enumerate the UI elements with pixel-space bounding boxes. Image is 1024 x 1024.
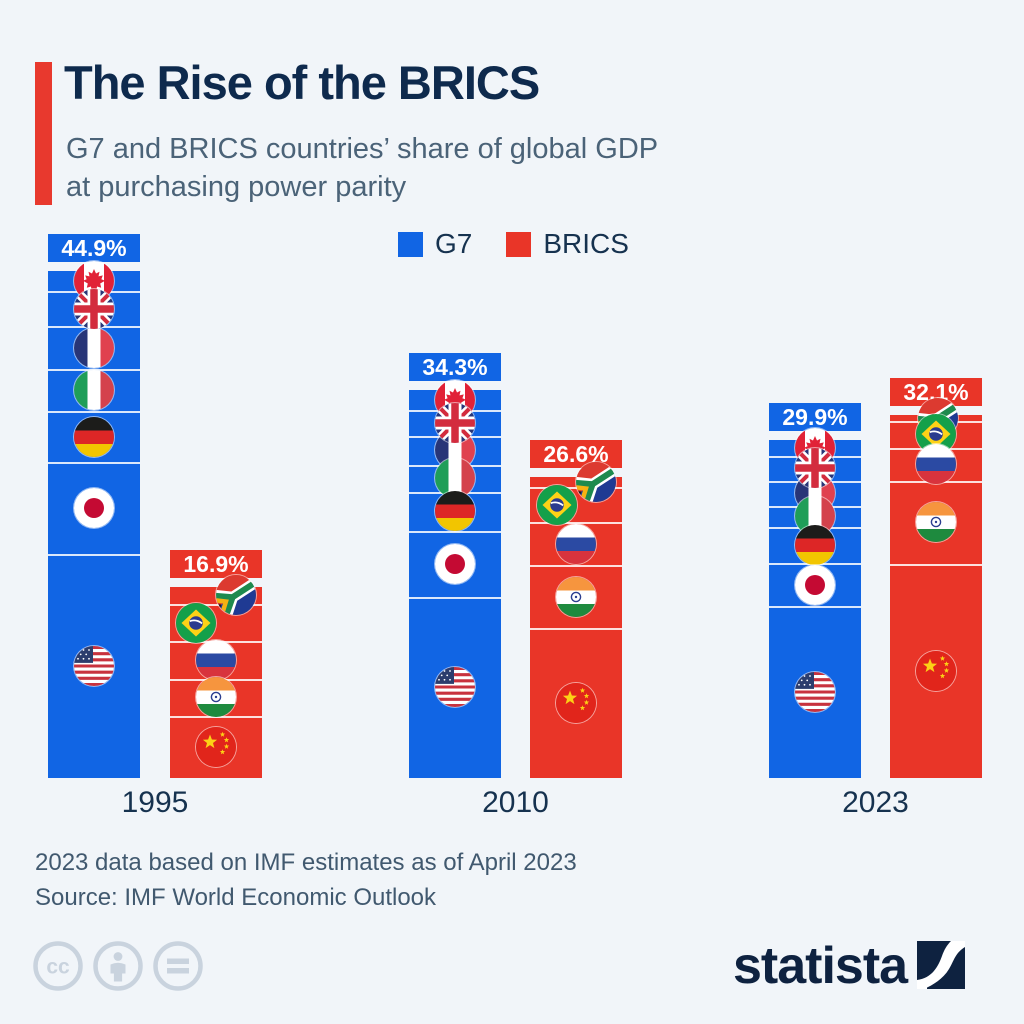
flag-germany-icon	[74, 417, 114, 457]
legend-label-brics: BRICS	[543, 228, 629, 259]
segment-divider	[48, 411, 140, 413]
flag-japan-icon	[795, 565, 835, 605]
flag-japan-icon	[74, 488, 114, 528]
segment-divider	[409, 531, 501, 533]
segment-divider	[530, 628, 622, 630]
flag-russia-icon	[916, 444, 956, 484]
svg-text:cc: cc	[46, 956, 70, 979]
flag-brazil-icon	[537, 485, 577, 525]
flag-russia-icon	[556, 524, 596, 564]
footnote-estimates: 2023 data based on IMF estimates as of A…	[35, 849, 577, 876]
flag-uk-icon	[74, 289, 114, 329]
segment-divider	[48, 462, 140, 464]
equal-icon	[152, 940, 204, 997]
flag-us-icon	[435, 667, 475, 707]
title-accent-bar	[35, 62, 52, 205]
legend-item-brics: BRICS	[506, 228, 629, 260]
page-title: The Rise of the BRICS	[64, 56, 540, 109]
subtitle-line-2: at purchasing power parity	[66, 171, 407, 203]
statista-logo-mark	[917, 941, 966, 994]
segment-divider	[48, 554, 140, 556]
flag-russia-icon	[196, 640, 236, 680]
legend-item-g7: G7	[398, 228, 472, 260]
flag-germany-icon	[795, 525, 835, 565]
value-label-g7-2023: 29.9%	[769, 403, 861, 431]
segment-divider	[409, 597, 501, 599]
flag-uk-icon	[795, 448, 835, 488]
flag-germany-icon	[435, 491, 475, 531]
value-label-brics-2010: 26.6%	[530, 440, 622, 468]
branding: statista	[733, 937, 966, 995]
flag-france-icon	[74, 328, 114, 368]
bar-brics-1995	[170, 575, 262, 778]
footnote-source: Source: IMF World Economic Outlook	[35, 884, 437, 911]
flag-brazil-icon	[176, 603, 216, 643]
segment-divider	[769, 606, 861, 608]
year-label-2010: 2010	[482, 786, 549, 819]
segment-divider	[530, 565, 622, 567]
flag-italy-icon	[74, 370, 114, 410]
legend: G7 BRICS	[398, 228, 629, 260]
segment-divider	[890, 564, 982, 566]
attribution-icon	[92, 940, 144, 997]
year-label-2023: 2023	[842, 786, 909, 819]
flag-india-icon	[196, 677, 236, 717]
value-label-g7-1995: 44.9%	[48, 234, 140, 262]
cc-icon: cc	[32, 940, 84, 997]
value-label-g7-2010: 34.3%	[409, 353, 501, 381]
bar-g7-2010	[409, 380, 501, 778]
bar-g7-2023	[769, 428, 861, 778]
flag-uk-icon	[435, 403, 475, 443]
footnote: 2023 data based on IMF estimates as of A…	[35, 845, 577, 915]
segment-divider	[170, 604, 262, 606]
g7-color-swatch	[398, 231, 423, 257]
flag-china-icon	[916, 651, 956, 691]
value-label-brics-1995: 16.9%	[170, 550, 262, 578]
year-label-1995: 1995	[121, 786, 189, 819]
subtitle-line-1: G7 and BRICS countries’ share of global …	[66, 133, 659, 165]
flag-china-icon	[196, 727, 236, 767]
segment-divider	[530, 522, 622, 524]
license-row: cc	[32, 940, 204, 997]
flag-southafrica-icon	[576, 462, 616, 502]
flag-southafrica-icon	[216, 575, 256, 615]
legend-label-g7: G7	[435, 228, 473, 259]
flag-us-icon	[74, 646, 114, 686]
segment-divider	[170, 716, 262, 718]
flag-us-icon	[795, 672, 835, 712]
brics-color-swatch	[506, 231, 532, 257]
bar-brics-2010	[530, 462, 622, 778]
flag-india-icon	[556, 577, 596, 617]
flag-india-icon	[916, 502, 956, 542]
bar-brics-2023	[890, 398, 982, 778]
statista-logo-text: statista	[733, 937, 908, 995]
flag-japan-icon	[435, 544, 475, 584]
page-subtitle: G7 and BRICS countries’ share of global …	[66, 130, 658, 206]
bar-g7-1995	[48, 261, 140, 778]
flag-china-icon	[556, 683, 596, 723]
